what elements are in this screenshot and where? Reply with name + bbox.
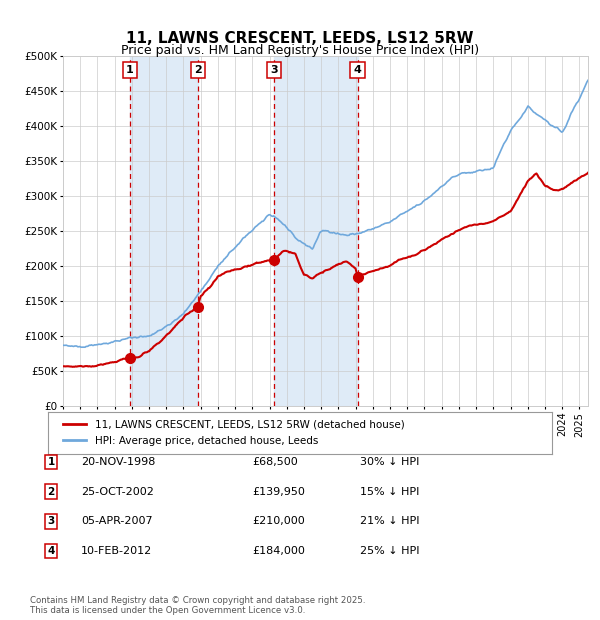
Text: 2: 2 <box>47 487 55 497</box>
Text: 11, LAWNS CRESCENT, LEEDS, LS12 5RW: 11, LAWNS CRESCENT, LEEDS, LS12 5RW <box>126 31 474 46</box>
Text: 2: 2 <box>194 65 202 75</box>
Bar <box>130 56 197 406</box>
Text: £68,500: £68,500 <box>252 457 298 467</box>
Text: Contains HM Land Registry data © Crown copyright and database right 2025.
This d: Contains HM Land Registry data © Crown c… <box>30 596 365 615</box>
Text: 25-OCT-2002: 25-OCT-2002 <box>81 487 154 497</box>
Text: 1: 1 <box>47 457 55 467</box>
Text: 10-FEB-2012: 10-FEB-2012 <box>81 546 152 556</box>
Text: 15% ↓ HPI: 15% ↓ HPI <box>360 487 419 497</box>
Legend: 11, LAWNS CRESCENT, LEEDS, LS12 5RW (detached house), HPI: Average price, detach: 11, LAWNS CRESCENT, LEEDS, LS12 5RW (det… <box>58 414 410 451</box>
Bar <box>274 56 358 406</box>
Text: 4: 4 <box>47 546 55 556</box>
Text: 05-APR-2007: 05-APR-2007 <box>81 516 152 526</box>
Text: 30% ↓ HPI: 30% ↓ HPI <box>360 457 419 467</box>
Text: 4: 4 <box>353 65 361 75</box>
Text: £139,950: £139,950 <box>252 487 305 497</box>
Text: £210,000: £210,000 <box>252 516 305 526</box>
Text: 25% ↓ HPI: 25% ↓ HPI <box>360 546 419 556</box>
Text: 1: 1 <box>126 65 134 75</box>
Text: 3: 3 <box>270 65 278 75</box>
Text: 3: 3 <box>47 516 55 526</box>
Text: £184,000: £184,000 <box>252 546 305 556</box>
Text: 20-NOV-1998: 20-NOV-1998 <box>81 457 155 467</box>
Text: 21% ↓ HPI: 21% ↓ HPI <box>360 516 419 526</box>
Text: Price paid vs. HM Land Registry's House Price Index (HPI): Price paid vs. HM Land Registry's House … <box>121 45 479 57</box>
